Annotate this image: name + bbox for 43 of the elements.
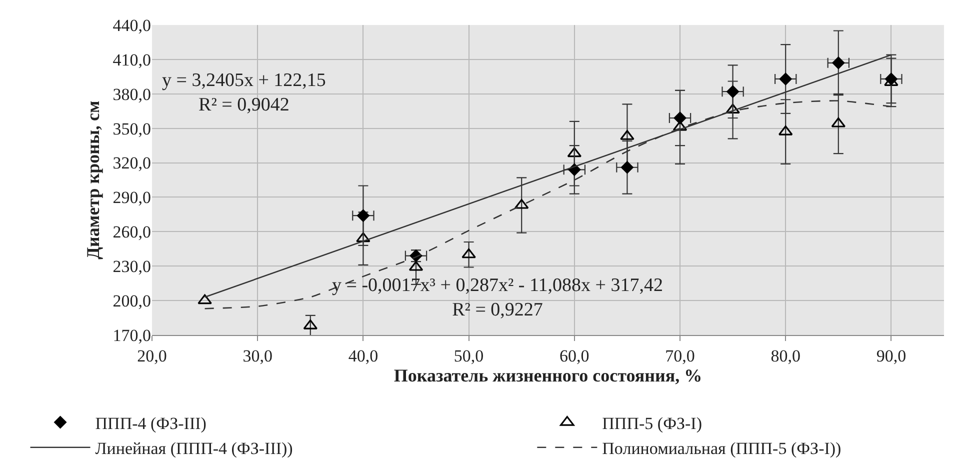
y-tick-label: 350,0 — [112, 119, 151, 138]
y-tick-label: 440,0 — [112, 16, 151, 35]
y-tick-label: 410,0 — [112, 50, 151, 70]
point — [408, 260, 424, 271]
annotation: y = -0,0017x³ + 0,287x² - 11,088x + 317,42 R² = 0,9227 — [332, 275, 663, 321]
x-tick-label: 70,0 — [665, 346, 695, 366]
point — [726, 85, 740, 98]
legend-label: ППП-5 (ФЗ-I) — [602, 414, 702, 433]
annotation: y = 3,2405x + 122,15 R² = 0,9042 — [162, 70, 326, 116]
point — [198, 294, 212, 304]
x-tick-label: 80,0 — [770, 346, 800, 366]
y-tick-label: 260,0 — [112, 222, 151, 242]
x-tick-label: 20,0 — [137, 346, 167, 366]
point — [726, 104, 740, 114]
point — [884, 72, 898, 86]
legend-label: Полиномиальная (ППП-5 (ФЗ-I)) — [602, 439, 842, 458]
point — [356, 232, 370, 242]
y-tick-label: 170,0 — [112, 326, 151, 345]
point — [356, 209, 370, 222]
y-tick-label: 200,0 — [112, 292, 151, 311]
x-tick-label: 40,0 — [348, 346, 378, 366]
point — [674, 112, 686, 124]
point — [567, 147, 582, 158]
x-tick-label: 50,0 — [454, 346, 484, 366]
y-tick-label: 380,0 — [112, 84, 151, 104]
y-tick-label: 230,0 — [112, 257, 151, 276]
point — [514, 198, 529, 209]
point — [832, 56, 845, 70]
y-tick-label: 320,0 — [112, 154, 151, 173]
point — [672, 120, 688, 131]
y-tick-label: 290,0 — [112, 188, 151, 208]
x-axis-title: Показатель жизненного состояния, % — [394, 366, 702, 386]
point — [462, 248, 476, 258]
legend-label: ППП-4 (ФЗ-III) — [95, 414, 206, 433]
point — [778, 125, 793, 136]
y-axis-title: Диаметр кроны, см — [82, 100, 103, 260]
x-tick-label: 30,0 — [242, 346, 272, 366]
point — [831, 117, 846, 128]
legend-label: Линейная (ППП-4 (ФЗ-III)) — [95, 439, 293, 458]
point — [779, 72, 792, 86]
point — [620, 160, 634, 174]
x-tick-label: 90,0 — [876, 346, 906, 366]
x-tick-label: 60,0 — [560, 346, 590, 366]
